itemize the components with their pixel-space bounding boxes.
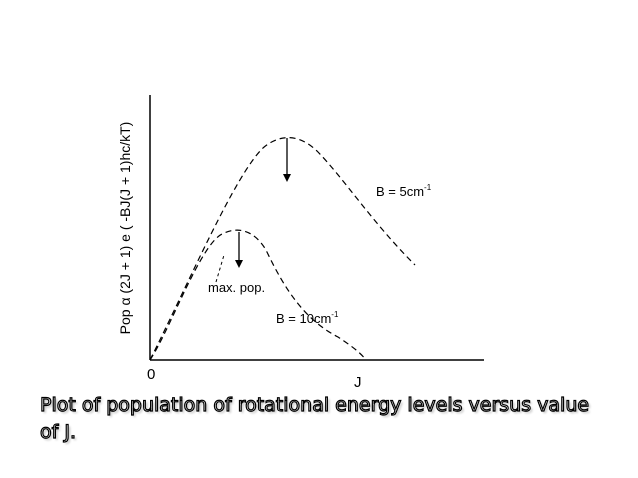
label-b10-exponent: -1 bbox=[331, 310, 339, 319]
label-b5-text: B = 5cm bbox=[376, 184, 425, 199]
origin-label: 0 bbox=[147, 366, 156, 383]
max-pop-label: max. pop. bbox=[208, 280, 266, 295]
x-axis-label: J bbox=[354, 374, 362, 391]
label-b5-exponent: -1 bbox=[424, 183, 432, 192]
curve-b10 bbox=[149, 229, 367, 361]
label-b10: B = 10cm-1 bbox=[276, 310, 338, 326]
label-b10-text: B = 10cm bbox=[276, 311, 332, 326]
label-b5: B = 5cm-1 bbox=[376, 183, 431, 199]
max-arrow-lower bbox=[235, 232, 243, 268]
max-arrow-upper bbox=[283, 138, 291, 182]
max-pop-pointer bbox=[215, 254, 225, 283]
y-axis-label: Pop α (2J + 1) e ( -BJ(J + 1)hc/kT) bbox=[117, 121, 133, 335]
slide-caption: Plot of population of rotational energy … bbox=[39, 393, 590, 443]
curve-b5 bbox=[149, 137, 416, 361]
